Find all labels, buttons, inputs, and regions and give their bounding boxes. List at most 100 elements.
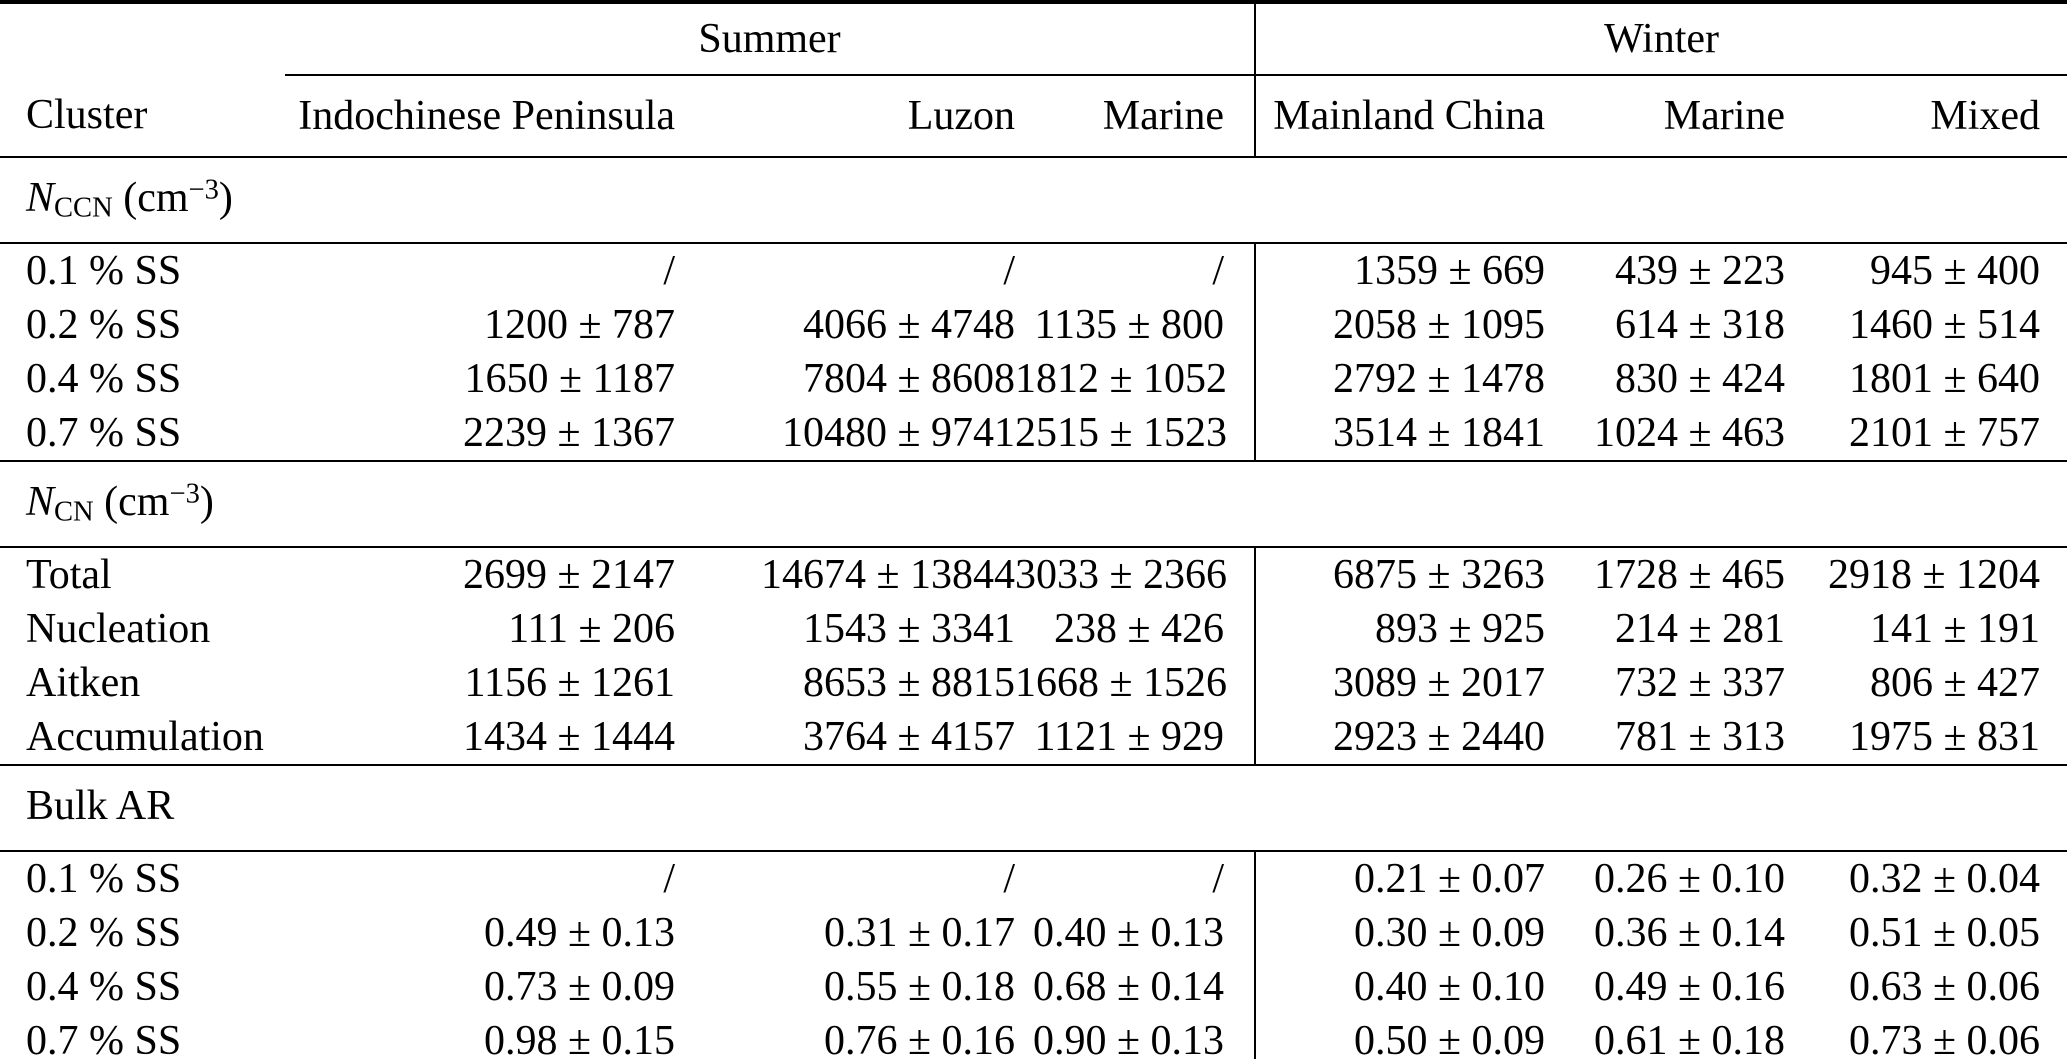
value-cell: 0.51 ± 0.05 bbox=[1848, 909, 2041, 956]
value-cell: 0.73 ± 0.06 bbox=[1848, 1017, 2041, 1059]
value-cell: 806 ± 427 bbox=[1869, 659, 2041, 706]
row-label: Total bbox=[26, 551, 112, 598]
unit-close: ) bbox=[218, 175, 233, 222]
value-cell: 1200 ± 787 bbox=[483, 301, 675, 348]
table-row: 0.7 % SS 0.98 ± 0.15 0.76 ± 0.16 0.90 ± … bbox=[0, 1014, 2067, 1059]
value-cell: 1359 ± 669 bbox=[1254, 243, 1546, 298]
row-label: Aitken bbox=[26, 659, 141, 706]
value-cell: 0.55 ± 0.18 bbox=[823, 963, 1015, 1010]
value-cell: 8653 ± 8815 bbox=[802, 659, 1015, 706]
value-cell: 2923 ± 2440 bbox=[1254, 710, 1546, 766]
value-cell: 4066 ± 4748 bbox=[802, 301, 1015, 348]
value-cell: 238 ± 426 bbox=[1053, 605, 1225, 652]
value-cell: 0.63 ± 0.06 bbox=[1848, 963, 2041, 1010]
row-label: 0.7 % SS bbox=[0, 406, 285, 462]
table-row: 0.4 % SS 1650 ± 1187 7804 ± 8608 1812 ± … bbox=[0, 352, 2067, 406]
column-header-marine-winter: Marine bbox=[1545, 75, 1786, 158]
section-title-row: NCCN (cm−3) bbox=[0, 157, 2067, 244]
value-cell: 2058 ± 1095 bbox=[1254, 298, 1546, 352]
section-nccn: NCCN (cm−3) 0.1 % SS / / / 1359 ± 669 43… bbox=[0, 157, 2067, 462]
value-cell: 0.50 ± 0.09 bbox=[1254, 1014, 1546, 1059]
value-cell: 2918 ± 1204 bbox=[1827, 551, 2041, 598]
value-cell: / bbox=[1003, 855, 1015, 902]
table-row: 0.4 % SS 0.73 ± 0.09 0.55 ± 0.18 0.68 ± … bbox=[0, 960, 2067, 1014]
value-cell: 0.98 ± 0.15 bbox=[483, 1017, 675, 1059]
table-row: 0.7 % SS 2239 ± 1367 10480 ± 9741 2515 ±… bbox=[0, 406, 2067, 462]
value-cell: 1728 ± 465 bbox=[1593, 551, 1786, 598]
season-group-row: Summer Winter bbox=[0, 2, 2067, 76]
value-cell: 1801 ± 640 bbox=[1848, 355, 2041, 402]
section-title-row: Bulk AR bbox=[0, 765, 2067, 852]
value-cell: 1024 ± 463 bbox=[1545, 406, 1786, 462]
value-cell: 3764 ± 4157 bbox=[675, 710, 1015, 766]
value-cell: 0.21 ± 0.07 bbox=[1254, 851, 1546, 906]
column-header-luzon: Luzon bbox=[675, 75, 1015, 158]
table-row: 0.1 % SS / / / 0.21 ± 0.07 0.26 ± 0.10 0… bbox=[0, 851, 2067, 906]
table-row: Aitken 1156 ± 1261 8653 ± 8815 1668 ± 15… bbox=[0, 656, 2067, 710]
value-cell: 0.68 ± 0.14 bbox=[1032, 963, 1225, 1010]
row-label: 0.1 % SS bbox=[26, 855, 182, 902]
value-cell: 1975 ± 831 bbox=[1785, 710, 2067, 766]
table-row: 0.2 % SS 0.49 ± 0.13 0.31 ± 0.17 0.40 ± … bbox=[0, 906, 2067, 960]
value-cell: 3033 ± 2366 bbox=[1015, 551, 1228, 598]
column-header-mixed: Mixed bbox=[1785, 75, 2067, 158]
table-header: Summer Winter Cluster Indochinese Penins… bbox=[0, 2, 2067, 158]
value-cell: 1460 ± 514 bbox=[1848, 301, 2041, 348]
value-cell: 2792 ± 1478 bbox=[1254, 352, 1546, 406]
value-cell: / bbox=[663, 855, 675, 902]
value-cell: 1543 ± 3341 bbox=[802, 605, 1015, 652]
value-cell: 439 ± 223 bbox=[1614, 247, 1786, 294]
value-cell: 1434 ± 1444 bbox=[285, 710, 675, 766]
value-cell: 1121 ± 929 bbox=[1015, 710, 1256, 766]
row-label: Nucleation bbox=[26, 605, 211, 652]
value-cell: / bbox=[663, 247, 675, 294]
value-cell: 0.40 ± 0.10 bbox=[1254, 960, 1546, 1014]
group-header-winter: Winter bbox=[1254, 2, 2067, 76]
section-title-ncn: NCN (cm−3) bbox=[0, 461, 2067, 548]
section-title-bulk-ar: Bulk AR bbox=[0, 765, 2067, 852]
table-row: 0.1 % SS / / / 1359 ± 669 439 ± 223 945 … bbox=[0, 243, 2067, 298]
value-cell: 14674 ± 13844 bbox=[760, 551, 1015, 598]
value-cell: 0.31 ± 0.17 bbox=[823, 909, 1015, 956]
value-cell: 1812 ± 1052 bbox=[1015, 355, 1228, 402]
value-cell: / bbox=[1003, 247, 1015, 294]
value-cell: 2699 ± 2147 bbox=[462, 551, 675, 598]
value-cell: 0.30 ± 0.09 bbox=[1254, 906, 1546, 960]
value-cell: 614 ± 318 bbox=[1614, 301, 1786, 348]
value-cell: 1156 ± 1261 bbox=[464, 659, 676, 706]
value-cell: 0.49 ± 0.16 bbox=[1593, 963, 1786, 1010]
value-cell: 0.26 ± 0.10 bbox=[1593, 855, 1786, 902]
row-label: 0.1 % SS bbox=[26, 247, 182, 294]
table-row: 0.2 % SS 1200 ± 787 4066 ± 4748 1135 ± 8… bbox=[0, 298, 2067, 352]
value-cell: 214 ± 281 bbox=[1614, 605, 1786, 652]
quantity-subscript: CCN bbox=[54, 192, 113, 224]
value-cell: 3089 ± 2017 bbox=[1254, 656, 1546, 710]
section-title-row: NCN (cm−3) bbox=[0, 461, 2067, 548]
quantity-symbol: N bbox=[26, 175, 55, 222]
value-cell: 0.40 ± 0.13 bbox=[1032, 909, 1225, 956]
section-title-text: Bulk AR bbox=[26, 783, 175, 830]
value-cell: 7804 ± 8608 bbox=[802, 355, 1015, 402]
corner-spacer bbox=[0, 2, 285, 75]
value-cell: 141 ± 191 bbox=[1869, 605, 2041, 652]
value-cell: 6875 ± 3263 bbox=[1254, 547, 1546, 602]
row-label: 0.4 % SS bbox=[26, 963, 182, 1010]
value-cell: 2101 ± 757 bbox=[1785, 406, 2067, 462]
value-cell: 0.36 ± 0.14 bbox=[1593, 909, 1786, 956]
column-header-marine-summer: Marine bbox=[1015, 75, 1256, 158]
value-cell: 732 ± 337 bbox=[1614, 659, 1786, 706]
group-header-summer: Summer bbox=[285, 2, 1256, 76]
table-row: Accumulation 1434 ± 1444 3764 ± 4157 112… bbox=[0, 710, 2067, 766]
value-cell: 0.61 ± 0.18 bbox=[1593, 1017, 1786, 1059]
value-cell: 945 ± 400 bbox=[1869, 247, 2041, 294]
column-header-row: Cluster Indochinese Peninsula Luzon Mari… bbox=[0, 75, 2067, 158]
row-label: Accumulation bbox=[0, 710, 285, 766]
section-ncn: NCN (cm−3) Total 2699 ± 2147 14674 ± 138… bbox=[0, 461, 2067, 766]
unit-exponent: −3 bbox=[169, 478, 200, 510]
value-cell: 0.73 ± 0.09 bbox=[483, 963, 675, 1010]
row-label: 0.4 % SS bbox=[26, 355, 182, 402]
value-cell: 2515 ± 1523 bbox=[1015, 406, 1256, 462]
unit-open: (cm bbox=[93, 479, 170, 526]
value-cell: 0.32 ± 0.04 bbox=[1848, 855, 2041, 902]
